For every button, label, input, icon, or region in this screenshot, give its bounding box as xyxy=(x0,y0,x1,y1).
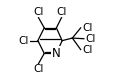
Text: Cl: Cl xyxy=(33,64,44,74)
Text: Cl: Cl xyxy=(33,7,44,17)
Text: Cl: Cl xyxy=(18,36,29,46)
Text: Cl: Cl xyxy=(82,45,92,55)
Text: Cl: Cl xyxy=(82,23,92,33)
Text: Cl: Cl xyxy=(85,34,96,44)
Text: N: N xyxy=(52,47,61,60)
Text: Cl: Cl xyxy=(56,7,67,17)
